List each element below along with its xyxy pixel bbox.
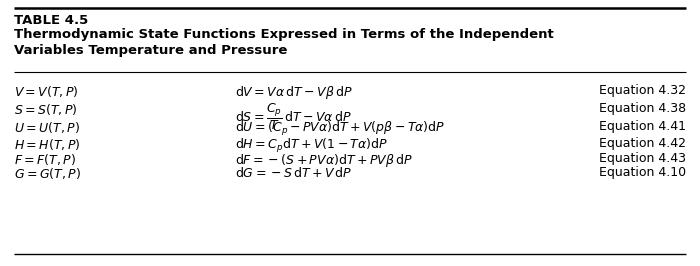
Text: $\mathrm{d}U = (C_p - PV\alpha)\mathrm{d}T + V(p\beta - T\alpha)\mathrm{d}P$: $\mathrm{d}U = (C_p - PV\alpha)\mathrm{d… (235, 120, 445, 138)
Text: $H = H(T, P)$: $H = H(T, P)$ (14, 137, 80, 152)
Text: Variables Temperature and Pressure: Variables Temperature and Pressure (14, 44, 288, 57)
Text: Equation 4.41: Equation 4.41 (599, 120, 686, 133)
Text: TABLE 4.5: TABLE 4.5 (14, 14, 88, 27)
Text: Equation 4.38: Equation 4.38 (599, 102, 686, 115)
Text: Equation 4.10: Equation 4.10 (599, 166, 686, 179)
Text: Equation 4.32: Equation 4.32 (599, 84, 686, 97)
Text: $\mathrm{d}H = C_p\mathrm{d}T + V(1 - T\alpha)\mathrm{d}P$: $\mathrm{d}H = C_p\mathrm{d}T + V(1 - T\… (235, 137, 388, 155)
Text: $\mathrm{d}F = -(S + PV\alpha)\mathrm{d}T + PV\beta\,\mathrm{d}P$: $\mathrm{d}F = -(S + PV\alpha)\mathrm{d}… (235, 152, 412, 169)
Text: $S = S(T, P)$: $S = S(T, P)$ (14, 102, 78, 117)
Text: $\mathrm{d}S = \dfrac{C_p}{T}\,\mathrm{d}T - V\alpha\,\mathrm{d}P$: $\mathrm{d}S = \dfrac{C_p}{T}\,\mathrm{d… (235, 102, 351, 132)
Text: $\mathrm{d}V = V\alpha\,\mathrm{d}T - V\beta\,\mathrm{d}P$: $\mathrm{d}V = V\alpha\,\mathrm{d}T - V\… (235, 84, 353, 101)
Text: Equation 4.43: Equation 4.43 (599, 152, 686, 165)
Text: Equation 4.42: Equation 4.42 (599, 137, 686, 150)
Text: $\mathrm{d}G = -S\,\mathrm{d}T + V\,\mathrm{d}P$: $\mathrm{d}G = -S\,\mathrm{d}T + V\,\mat… (235, 166, 352, 180)
Text: $U = U(T, P)$: $U = U(T, P)$ (14, 120, 80, 135)
Text: Thermodynamic State Functions Expressed in Terms of the Independent: Thermodynamic State Functions Expressed … (14, 28, 554, 41)
Text: $F = F(T, P)$: $F = F(T, P)$ (14, 152, 76, 167)
Text: $G = G(T, P)$: $G = G(T, P)$ (14, 166, 81, 181)
Text: $V = V(T, P)$: $V = V(T, P)$ (14, 84, 78, 99)
